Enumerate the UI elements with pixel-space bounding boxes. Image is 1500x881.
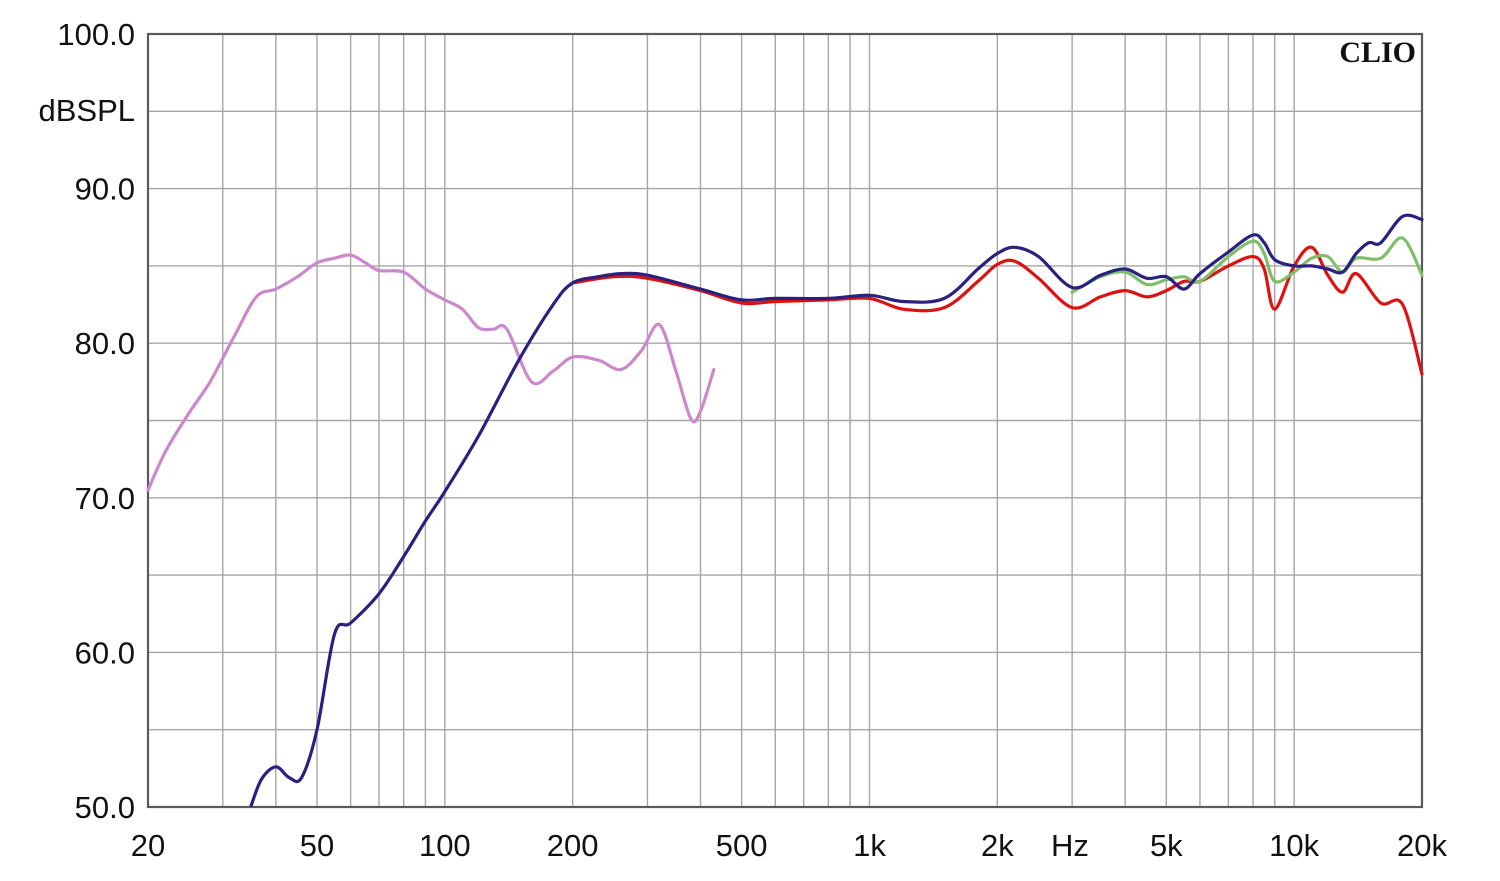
y-axis-label: dBSPL (38, 93, 135, 128)
x-tick-label: 2k (981, 828, 1014, 863)
series-line-1 (146, 253, 716, 492)
series-line-4 (249, 213, 1424, 808)
x-tick-label: 50 (300, 828, 334, 863)
x-tick-label: 200 (547, 828, 599, 863)
series-line-3 (1070, 236, 1424, 294)
y-tick-label: 80.0 (75, 326, 135, 361)
x-tick-label: 20 (131, 828, 165, 863)
grid (148, 34, 1422, 807)
y-tick-label: 90.0 (75, 172, 135, 207)
y-tick-label: 60.0 (75, 635, 135, 670)
x-tick-label: 100 (419, 828, 471, 863)
x-tick-label: 500 (716, 828, 768, 863)
series-group (146, 213, 1424, 808)
x-tick-label: 20k (1397, 828, 1447, 863)
x-tick-label: 10k (1269, 828, 1319, 863)
x-tick-labels: 20 50 100 200 500 1k 2k 5k 10k 20k (131, 828, 1448, 863)
x-tick-label: 5k (1150, 828, 1183, 863)
y-tick-labels: 100.0 90.0 80.0 70.0 60.0 50.0 (57, 17, 135, 825)
brand-logo-text: CLIO (1339, 36, 1416, 69)
x-axis-label: Hz (1051, 828, 1089, 863)
x-tick-label: 1k (853, 828, 886, 863)
y-tick-label: 50.0 (75, 790, 135, 825)
plot-frame (146, 32, 1424, 809)
y-tick-label: 70.0 (75, 481, 135, 516)
y-tick-label: 100.0 (57, 17, 135, 52)
